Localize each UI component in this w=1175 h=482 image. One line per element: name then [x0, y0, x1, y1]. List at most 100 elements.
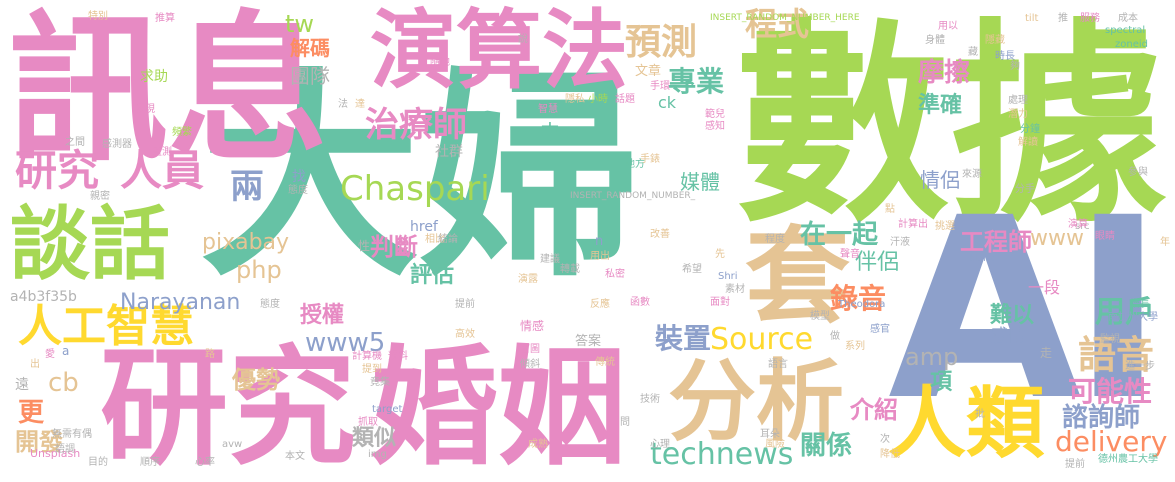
word-zhuangzhi: 裝置: [655, 322, 712, 355]
word-shichang: 時長: [995, 51, 1015, 62]
word-panduan: 判斷: [370, 233, 418, 261]
word-bentext: 本文: [285, 451, 305, 462]
word-jielun: 結論: [438, 234, 458, 245]
word-pixabay: pixabay: [202, 230, 290, 255]
word-ai2: 愛: [45, 349, 55, 360]
word-yongyi: 用以: [938, 21, 958, 32]
word-jiyu: 計算機: [352, 351, 382, 362]
word-xian: 先: [715, 249, 725, 260]
word-insert1: INSERT_RANDOM_NUMBER_HERE: [710, 13, 860, 23]
word-fanli: 範兒: [705, 109, 725, 120]
word-src: src: [1075, 221, 1090, 232]
word-a: a: [62, 344, 70, 358]
word-yuan2: 反應: [590, 299, 610, 310]
word-shouquan: 授權: [300, 303, 345, 328]
word-shunxu: 順序: [140, 457, 160, 468]
word-zengzhang: 增長: [1130, 299, 1150, 310]
word-renlei: 人類: [888, 379, 1045, 469]
word-leisi: 類似: [352, 426, 397, 451]
word-taidu: 態度: [288, 185, 308, 196]
word-xiangdui: 相比: [425, 234, 445, 245]
word-img: img: [368, 449, 387, 460]
word-yinsi: 隱私: [565, 94, 585, 105]
word-yanjiu-small: 研究: [15, 146, 100, 195]
word-blank: _blank: [965, 254, 995, 264]
word-xilie: 系列: [845, 341, 865, 352]
word-chengshi: 程式: [745, 5, 810, 43]
word-wen: 問: [620, 417, 630, 428]
word-dian: 點: [885, 204, 895, 215]
word-jiema: 解碼: [290, 36, 330, 60]
word-fenshou: 分手: [1015, 184, 1035, 195]
word-zhao: 找: [292, 169, 306, 185]
word-yuce: 預測: [625, 22, 698, 63]
word-difang: 地方: [625, 159, 645, 170]
word-qingxu: 情感: [520, 319, 545, 333]
word-yincang: 隱藏: [985, 35, 1005, 46]
word-technews: technews: [650, 437, 794, 472]
word-rengongzhihui: 人工智慧: [18, 301, 194, 352]
word-banlv: 伴侶: [855, 250, 900, 275]
word-lu: 路: [205, 349, 215, 360]
word-jiedu: 解讀: [1018, 137, 1038, 148]
word-chuli: 處理: [1008, 95, 1028, 106]
word-yanjing: 眼睛: [1095, 231, 1115, 242]
word-ck: ck: [658, 93, 677, 112]
word-zhuanye: 專業: [668, 65, 725, 98]
word-shiyan-2: 建議: [540, 254, 560, 265]
word-avw: avw: [222, 439, 243, 450]
word-hanshi: 私密: [605, 269, 625, 280]
word-narayanan: Narayanan: [120, 290, 241, 315]
word-tilt: tilt: [1025, 13, 1039, 24]
word-spectral: spectral: [1105, 25, 1146, 36]
word-ganceqi: 感測器: [102, 139, 132, 150]
word-yonghu: 用戶: [1095, 295, 1155, 330]
word-amp: amp: [905, 343, 959, 371]
word-nanjiadaxue: 南加州大學: [1108, 312, 1158, 323]
word-huati: 話題: [615, 94, 635, 105]
word-tui: 推: [1058, 13, 1068, 24]
word-ganqing: 感情: [990, 326, 1026, 347]
word-zhaolai: 抓取: [358, 417, 378, 428]
word-teodora: Theodora: [838, 299, 886, 310]
word-qianli: 潛力: [1008, 109, 1028, 120]
word-youshi: 優勢: [232, 366, 280, 394]
word-tiaoyin: 挑選: [935, 221, 955, 232]
word-pinfan: 頻繁: [172, 127, 192, 138]
word-target: target: [372, 404, 403, 415]
word-shiyi: Shri: [718, 271, 738, 282]
word-xiwang: 希望: [682, 264, 702, 275]
word-tuisuan: 推算: [155, 13, 175, 24]
word-tuandui-mini: 態度: [260, 299, 280, 310]
word-shengyin: 聲音: [840, 249, 860, 260]
word-insert2: INSERT_RANDOM_NUMBER_: [570, 191, 696, 201]
word-chuantong: 傳統: [595, 357, 615, 368]
word-mianduo: 面對: [710, 297, 730, 308]
word-zhong: 中: [540, 120, 560, 144]
word-gongchengshi: 工程師: [960, 228, 1032, 256]
word-xunxi: 訊息: [8, 0, 329, 183]
word-hanliang: 汗液: [890, 237, 910, 248]
word-yubao: 預料: [388, 351, 408, 362]
word-jishu: 技術: [640, 394, 660, 405]
word-yanlu: 演露: [518, 274, 538, 285]
word-jiance2: 監視: [1100, 334, 1120, 345]
word-qiuzhu: 求助: [140, 69, 168, 85]
word-canyu: 參與: [1128, 167, 1148, 178]
word-shouti: 手環: [650, 81, 670, 92]
word-nian: 年: [1160, 237, 1170, 248]
word-yuyan: 語言: [768, 359, 788, 370]
word-ti: 提到: [362, 364, 382, 375]
word-mocha: 摩擦: [918, 58, 971, 88]
word-zhiliaoshi: 治療師: [365, 105, 467, 145]
word-a4b3f35b: a4b3f35b: [10, 289, 77, 305]
word-zixunshi: 諮詢師: [1062, 403, 1141, 433]
word-yuyin: 語音: [1078, 333, 1155, 377]
word-gaoxiao: 高效: [455, 329, 475, 340]
word-shequn: 社群: [435, 144, 463, 160]
word-suidi: 隨地: [430, 57, 450, 68]
word-zoneid: zoneid: [1115, 39, 1148, 50]
word-yongchu: 用出: [590, 251, 610, 262]
word-www5: www5: [305, 328, 386, 358]
word-ci: 次: [880, 434, 890, 445]
